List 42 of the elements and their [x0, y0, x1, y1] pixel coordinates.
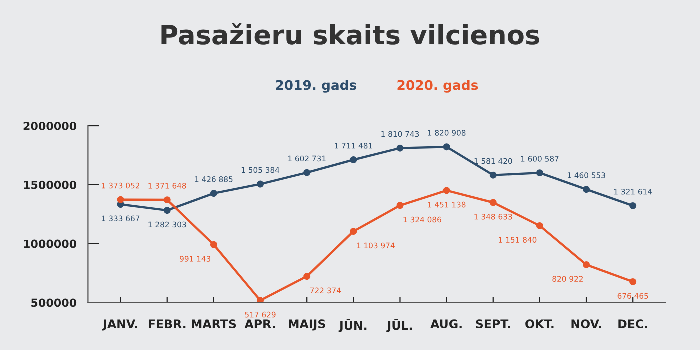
point	[257, 180, 264, 188]
x-tick-label: MAIJS	[289, 320, 326, 331]
point	[536, 170, 544, 177]
point	[630, 278, 637, 286]
point	[164, 207, 171, 214]
point	[164, 196, 171, 204]
point	[583, 261, 590, 268]
x-tick-label: MARTS	[192, 320, 236, 329]
point	[443, 144, 450, 151]
x-tick-label: JANV.	[102, 320, 138, 331]
text: 2020. gads	[398, 80, 478, 93]
x-tick-label: OKT.	[526, 320, 554, 329]
point	[350, 228, 358, 236]
point	[583, 186, 590, 194]
point	[117, 196, 124, 204]
point	[350, 156, 358, 164]
point	[396, 144, 404, 152]
point	[536, 222, 544, 230]
chart-title: Pasažieru skaits vilcienos	[162, 23, 540, 45]
point	[304, 169, 311, 176]
point	[490, 172, 497, 179]
x-tick-label: DEC.	[618, 320, 648, 329]
x-tick-label: JŪN.	[338, 319, 367, 332]
point	[443, 187, 450, 194]
point	[210, 190, 218, 198]
x-tick-label: JŪL.	[386, 319, 412, 332]
point	[490, 199, 497, 206]
y-tick-label: 500000	[32, 298, 77, 308]
point	[210, 241, 218, 248]
x-tick-label: FEBR.	[148, 320, 186, 328]
y-tick-label: 2000000	[24, 122, 77, 130]
point	[257, 297, 264, 303]
y-tick-label: 1000000	[24, 240, 77, 248]
x-tick-label: SEPT.	[476, 320, 510, 329]
point	[304, 273, 311, 280]
point	[630, 202, 637, 210]
x-tick-label: NOV.	[572, 320, 602, 329]
y-tick-label: 1500000	[24, 180, 77, 190]
x-tick-label: AUG.	[430, 320, 462, 329]
point	[396, 202, 404, 210]
x-tick-label: APR.	[244, 320, 276, 328]
text: 2019. gads	[276, 80, 357, 93]
